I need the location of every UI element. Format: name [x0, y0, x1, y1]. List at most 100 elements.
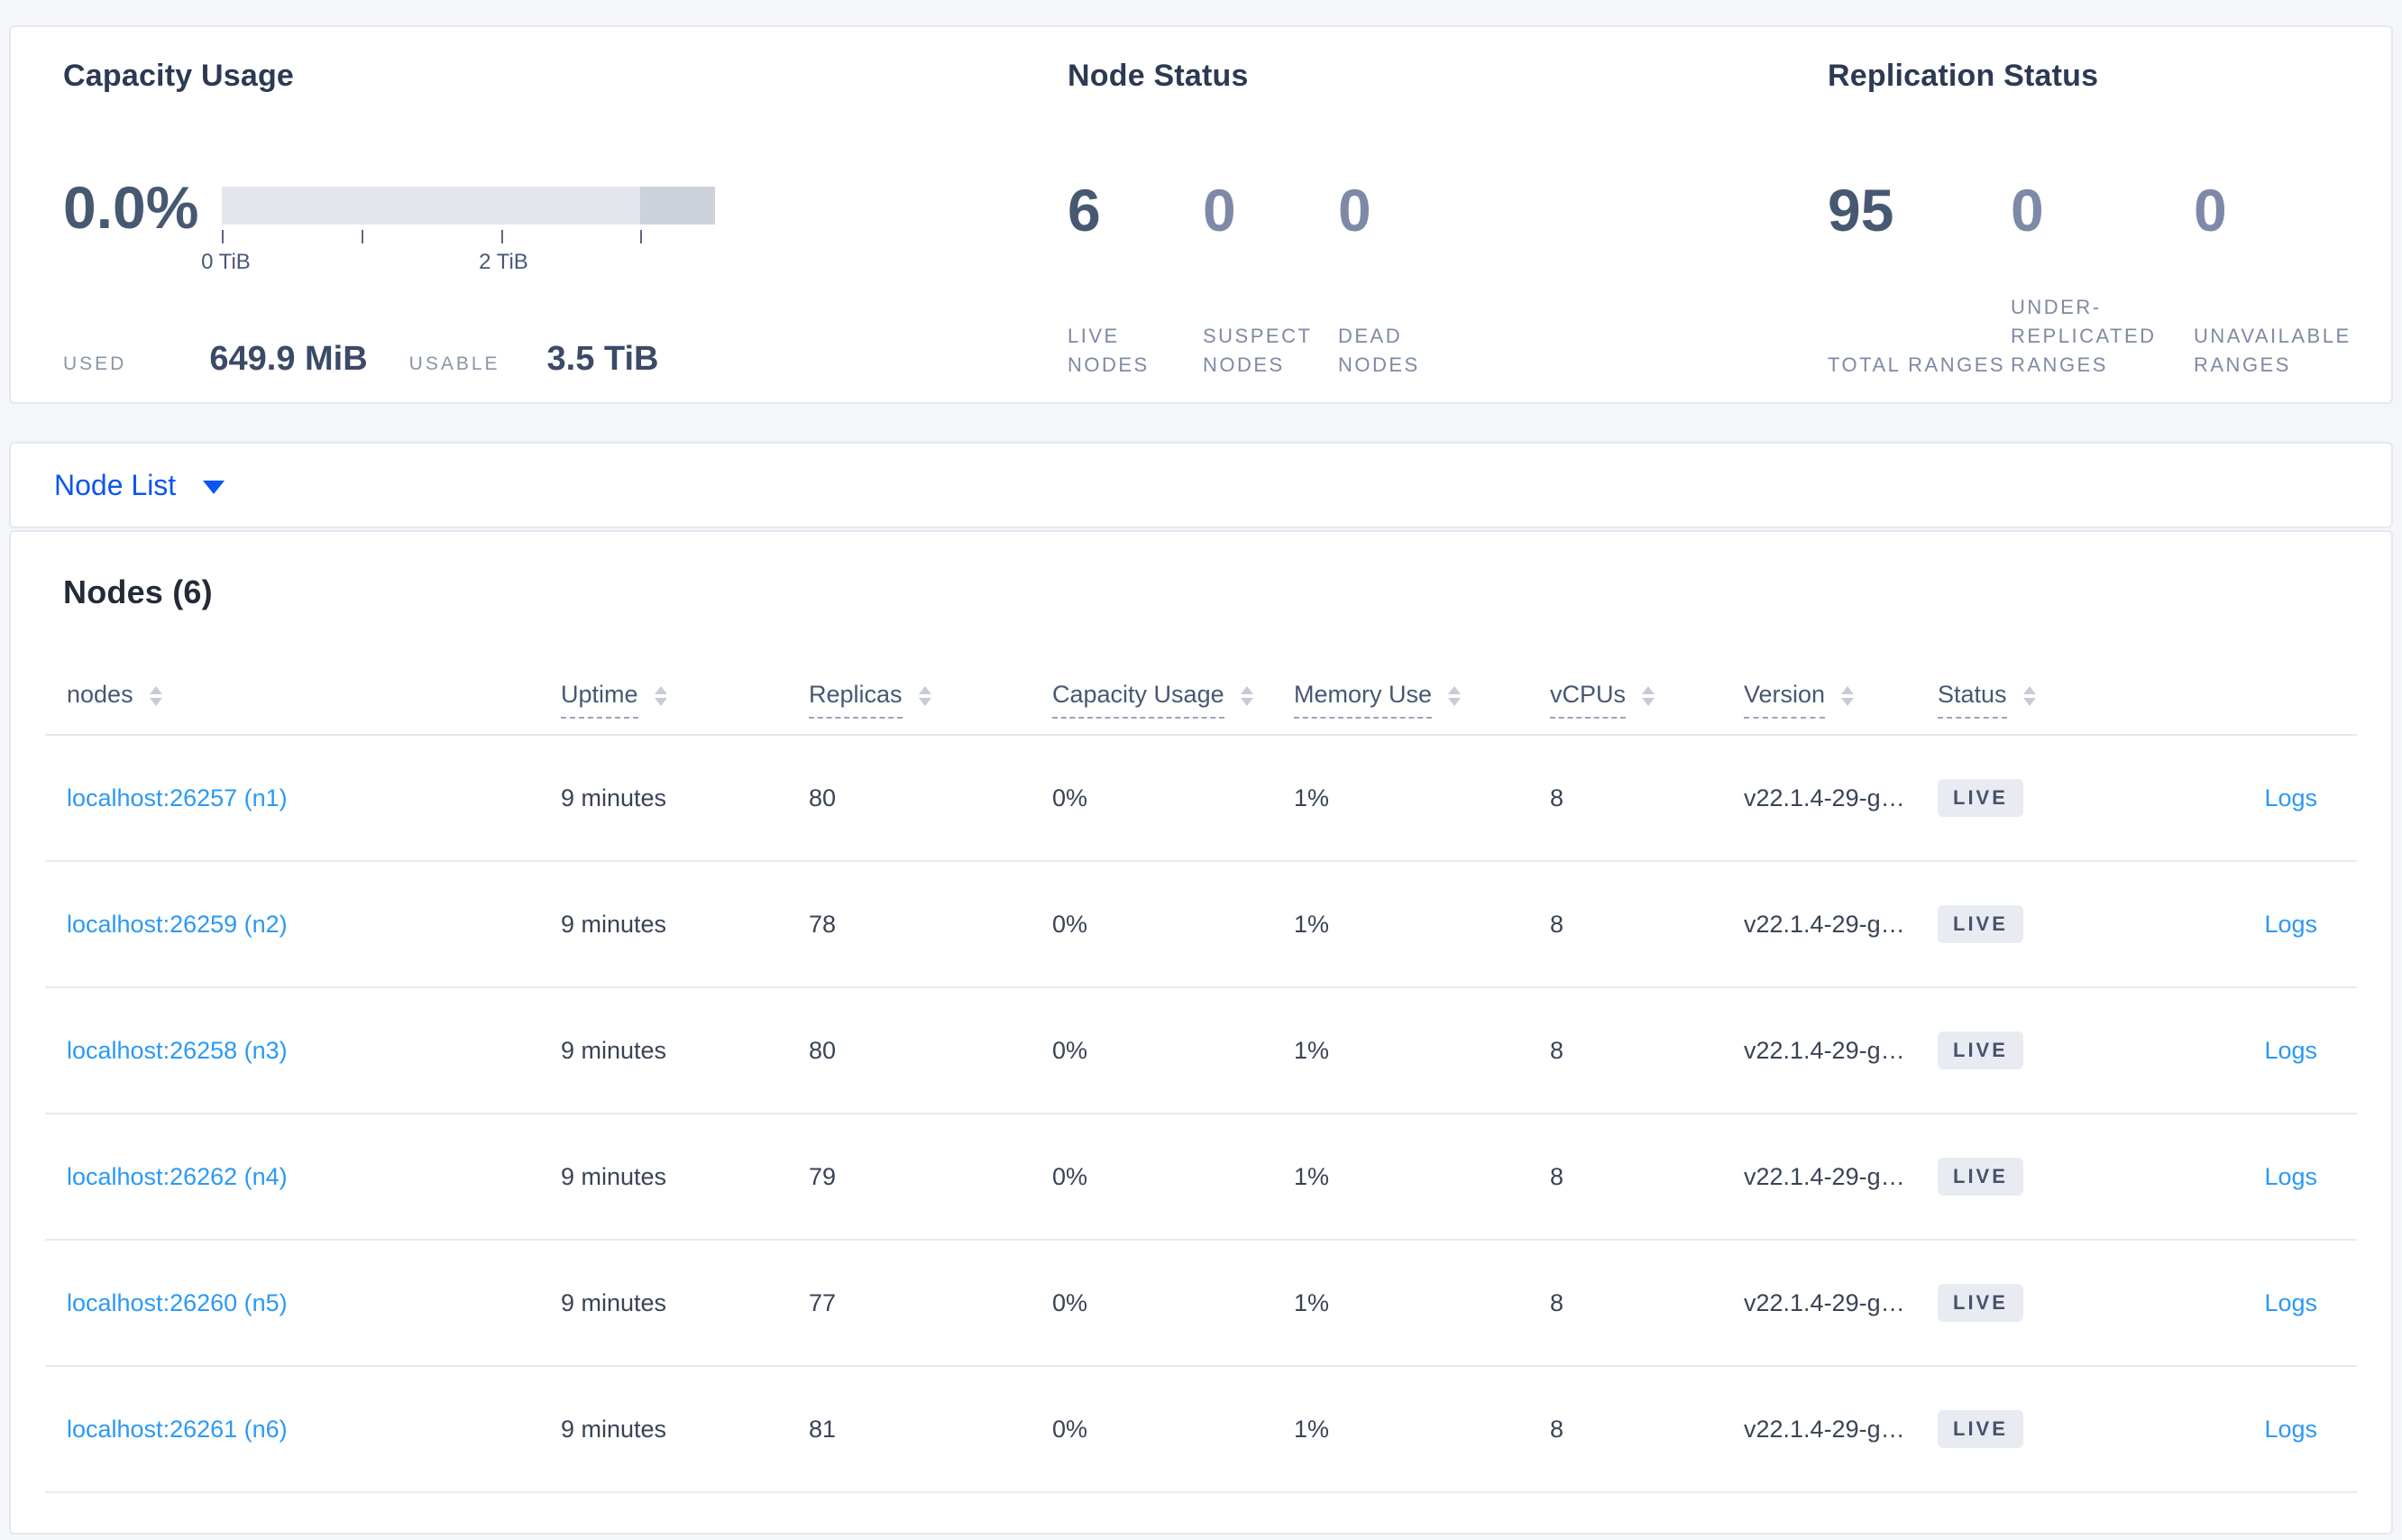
- suspect-nodes-label: SUSPECT NODES: [1203, 325, 1313, 377]
- nodes-table: nodes Uptime Replicas Capacity Usage Mem…: [45, 665, 2357, 1493]
- capacity-gauge: 0.0% 0 TiB 2 TiB: [63, 178, 727, 274]
- cluster-summary-card: Capacity Usage 0.0% 0 TiB 2 TiB USED 6: [9, 25, 2393, 404]
- nodes-title: Nodes (6): [63, 573, 213, 610]
- node-link[interactable]: localhost:26257 (n1): [67, 784, 288, 811]
- vcpus-cell: 8: [1550, 1415, 1564, 1443]
- memory-cell: 1%: [1294, 910, 1330, 938]
- capacity-cell: 0%: [1052, 784, 1088, 811]
- uptime-cell: 9 minutes: [561, 1162, 667, 1190]
- memory-cell: 1%: [1294, 1288, 1330, 1316]
- capacity-cell: 0%: [1052, 1036, 1088, 1064]
- capacity-bar: 0 TiB 2 TiB: [201, 187, 727, 274]
- uptime-cell: 9 minutes: [561, 1036, 667, 1064]
- sort-icon: [149, 686, 162, 706]
- replication-status-title: Replication Status: [1828, 59, 2099, 93]
- status-badge: LIVE: [1938, 779, 2023, 817]
- memory-cell: 1%: [1294, 1415, 1330, 1443]
- column-header-status[interactable]: Status: [1938, 681, 2136, 719]
- sort-icon: [654, 686, 667, 706]
- usable-label: USABLE: [408, 353, 500, 374]
- version-cell: v22.1.4-29-g…: [1744, 1162, 1905, 1190]
- replicas-cell: 81: [809, 1415, 837, 1443]
- uptime-cell: 9 minutes: [561, 1415, 667, 1443]
- node-status-section: Node Status 6 0 0 LIVE NODES SUSPECT NOD…: [1068, 59, 1789, 377]
- logs-link[interactable]: Logs: [2264, 1036, 2317, 1064]
- sort-icon: [918, 686, 931, 706]
- unavailable-value: 0: [2194, 177, 2227, 243]
- uptime-cell: 9 minutes: [561, 910, 667, 938]
- column-header-uptime[interactable]: Uptime: [561, 681, 809, 719]
- vcpus-cell: 8: [1550, 1036, 1564, 1064]
- node-link[interactable]: localhost:26260 (n5): [67, 1288, 288, 1316]
- sort-icon: [1642, 686, 1655, 706]
- uptime-cell: 9 minutes: [561, 1288, 667, 1316]
- table-row: localhost:26261 (n6) 9 minutes 81 0% 1% …: [45, 1367, 2357, 1493]
- node-link[interactable]: localhost:26259 (n2): [67, 910, 288, 938]
- chevron-down-icon: [203, 480, 225, 494]
- replication-values: 95 0 0: [1828, 180, 2377, 240]
- live-nodes-label: LIVE NODES: [1068, 325, 1150, 377]
- node-status-values: 6 0 0: [1068, 180, 1473, 240]
- sort-icon: [1240, 686, 1253, 706]
- column-header-vcpus[interactable]: vCPUs: [1550, 681, 1744, 719]
- node-link[interactable]: localhost:26258 (n3): [67, 1036, 288, 1064]
- memory-cell: 1%: [1294, 784, 1330, 811]
- version-cell: v22.1.4-29-g…: [1744, 1036, 1905, 1064]
- column-header-nodes[interactable]: nodes: [45, 681, 561, 719]
- node-link[interactable]: localhost:26262 (n4): [67, 1162, 288, 1190]
- node-list-dropdown-label: Node List: [54, 468, 177, 501]
- capacity-used-usable: USED 649.9 MiB USABLE 3.5 TiB: [63, 340, 658, 379]
- logs-link[interactable]: Logs: [2264, 784, 2317, 811]
- dead-nodes-value: 0: [1338, 177, 1371, 243]
- node-list-dropdown[interactable]: Node List: [54, 469, 225, 502]
- usable-value: 3.5 TiB: [546, 340, 659, 378]
- column-header-version[interactable]: Version: [1744, 681, 1938, 719]
- capacity-cell: 0%: [1052, 1288, 1088, 1316]
- used-value: 649.9 MiB: [209, 340, 368, 378]
- uptime-cell: 9 minutes: [561, 784, 667, 811]
- used-label: USED: [63, 353, 127, 374]
- node-status-labels: LIVE NODES SUSPECT NODES DEAD NODES: [1068, 286, 1473, 380]
- unavailable-label: UNAVAILABLE RANGES: [2194, 325, 2352, 377]
- column-header-memory-use[interactable]: Memory Use: [1294, 681, 1550, 719]
- under-replicated-value: 0: [2011, 177, 2044, 243]
- sort-icon: [1841, 686, 1855, 706]
- memory-cell: 1%: [1294, 1162, 1330, 1190]
- column-header-replicas[interactable]: Replicas: [809, 681, 1052, 719]
- capacity-bar-track: [222, 187, 716, 225]
- logs-link[interactable]: Logs: [2264, 1415, 2317, 1443]
- replicas-cell: 77: [809, 1288, 837, 1316]
- node-status-title: Node Status: [1068, 59, 1249, 93]
- axis-tick: [501, 230, 504, 243]
- replication-labels: TOTAL RANGES UNDER-REPLICATED RANGES UNA…: [1828, 286, 2377, 380]
- vcpus-cell: 8: [1550, 1162, 1564, 1190]
- total-ranges-value: 95: [1828, 177, 1894, 243]
- column-header-capacity-usage[interactable]: Capacity Usage: [1052, 681, 1294, 719]
- version-cell: v22.1.4-29-g…: [1744, 910, 1905, 938]
- dead-nodes-label: DEAD NODES: [1338, 325, 1420, 377]
- logs-link[interactable]: Logs: [2264, 1162, 2317, 1190]
- replicas-cell: 79: [809, 1162, 837, 1190]
- logs-link[interactable]: Logs: [2264, 1288, 2317, 1316]
- axis-tick-label: 2 TiB: [479, 250, 528, 274]
- version-cell: v22.1.4-29-g…: [1744, 784, 1905, 811]
- version-cell: v22.1.4-29-g…: [1744, 1288, 1905, 1316]
- status-badge: LIVE: [1938, 905, 2023, 943]
- version-cell: v22.1.4-29-g…: [1744, 1415, 1905, 1443]
- axis-tick: [640, 230, 643, 243]
- table-row: localhost:26258 (n3) 9 minutes 80 0% 1% …: [45, 988, 2357, 1114]
- status-badge: LIVE: [1938, 1158, 2023, 1196]
- node-link[interactable]: localhost:26261 (n6): [67, 1415, 288, 1443]
- capacity-usage-title: Capacity Usage: [63, 59, 295, 93]
- status-badge: LIVE: [1938, 1410, 2023, 1448]
- axis-tick: [362, 230, 364, 243]
- capacity-usage-section: Capacity Usage 0.0% 0 TiB 2 TiB USED 6: [63, 59, 1019, 379]
- vcpus-cell: 8: [1550, 1288, 1564, 1316]
- replication-status-section: Replication Status 95 0 0 TOTAL RANGES U…: [1828, 59, 2402, 377]
- table-row: localhost:26259 (n2) 9 minutes 78 0% 1% …: [45, 862, 2357, 988]
- capacity-cell: 0%: [1052, 910, 1088, 938]
- logs-link[interactable]: Logs: [2264, 910, 2317, 938]
- total-ranges-label: TOTAL RANGES: [1828, 353, 2006, 377]
- status-badge: LIVE: [1938, 1031, 2023, 1069]
